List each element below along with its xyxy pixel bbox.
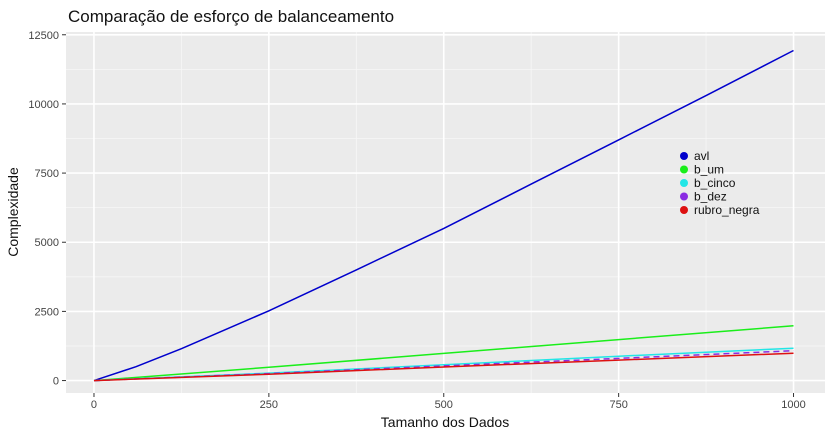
legend-label-rubro-negra: rubro_negra <box>694 203 760 217</box>
legend-key-b-um <box>680 165 688 174</box>
series-line-b-dez <box>93 349 794 382</box>
y-axis-ticks: 0 2500 5000 7500 10000 12500 <box>28 30 66 388</box>
x-tick-label: 500 <box>435 399 453 411</box>
legend-key-avl <box>680 152 688 160</box>
grid-major <box>66 32 825 393</box>
series-lines <box>93 49 794 382</box>
legend-key-rubro-negra <box>680 206 688 214</box>
legend-label-b-um: b_um <box>694 163 724 177</box>
x-tick-label: 250 <box>260 399 278 411</box>
x-axis-ticks: 0 250 500 750 1000 <box>91 393 806 411</box>
legend-label-avl: avl <box>694 149 709 163</box>
x-tick-label: 1000 <box>781 399 805 411</box>
x-axis-label: Tamanho dos Dados <box>381 414 509 430</box>
y-tick-label: 5000 <box>35 237 59 249</box>
x-tick-label: 0 <box>91 399 97 411</box>
series-line-rubro-negra <box>93 352 794 382</box>
series-line-avl <box>93 49 794 382</box>
legend-label-b-dez: b_dez <box>694 190 727 204</box>
y-tick-label: 7500 <box>35 168 59 180</box>
y-tick-label: 10000 <box>28 99 59 111</box>
y-tick-label: 12500 <box>28 30 59 42</box>
legend-key-b-cinco <box>680 179 688 187</box>
grid-minor <box>66 32 825 393</box>
y-tick-label: 0 <box>53 376 59 388</box>
y-tick-label: 2500 <box>35 306 59 318</box>
chart-title: Comparação de esforço de balanceamento <box>68 7 394 26</box>
x-tick-label: 750 <box>609 399 627 411</box>
legend-key-b-dez <box>680 192 688 201</box>
series-line-b-um <box>93 325 794 382</box>
legend-label-b-cinco: b_cinco <box>694 176 736 190</box>
y-axis-label: Complexidade <box>5 167 21 257</box>
